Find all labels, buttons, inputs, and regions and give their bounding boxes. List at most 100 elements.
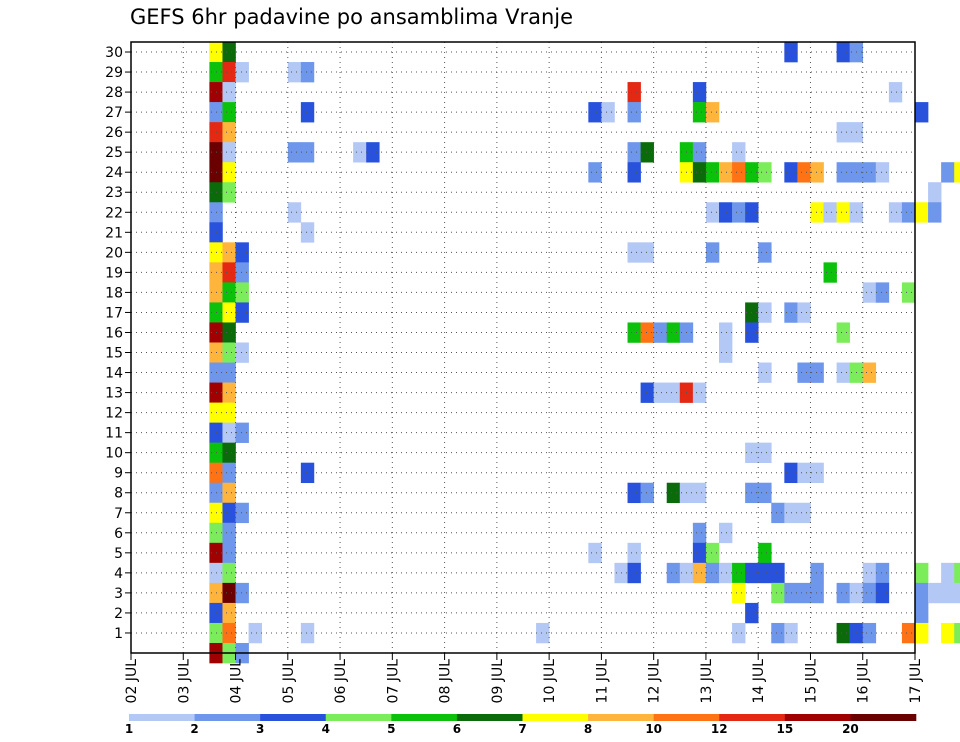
colorbar-swatch: [456, 714, 523, 721]
colorbar-label: 20: [842, 722, 859, 736]
heatmap-cell: [222, 362, 236, 383]
heatmap-cell: [222, 102, 236, 123]
heatmap-cell: [300, 222, 315, 243]
heatmap-cell: [222, 422, 236, 443]
heatmap-cell: [915, 602, 929, 624]
heatmap-cell: [222, 442, 236, 463]
y-tick-label: 23: [105, 185, 123, 201]
colorbar-label: 15: [776, 722, 793, 736]
heatmap-cell: [235, 582, 249, 604]
heatmap-cell: [640, 142, 654, 163]
heatmap-cell: [366, 142, 380, 163]
heatmap-cell: [627, 542, 641, 564]
heatmap-cell: [627, 562, 641, 584]
heatmap-cell: [601, 102, 615, 123]
x-tick-label: 14 JUL: [751, 659, 767, 704]
heatmap-cell: [732, 142, 746, 163]
heatmap-cell: [771, 582, 785, 604]
heatmap-cell: [915, 562, 929, 584]
y-tick-label: 24: [105, 165, 123, 181]
heatmap-cell: [705, 562, 720, 584]
heatmap-cell: [719, 162, 733, 183]
x-tick-label: 03 JUL: [176, 659, 192, 704]
heatmap-cell: [705, 542, 720, 564]
heatmap-cell: [719, 522, 733, 544]
heatmap-cell: [705, 242, 720, 263]
heatmap-cell: [797, 502, 811, 524]
heatmap-cell: [758, 242, 772, 263]
x-tick-label: 16 JUL: [856, 659, 872, 704]
heatmap-cell: [928, 202, 942, 223]
heatmap-cell: [692, 522, 707, 544]
heatmap-cell: [954, 622, 960, 644]
heatmap-cell: [836, 162, 850, 183]
heatmap-cell: [941, 562, 955, 584]
y-tick-label: 15: [105, 346, 123, 362]
heatmap-cell: [732, 582, 746, 604]
heatmap-cell: [823, 262, 837, 283]
heatmap-cell: [640, 482, 654, 504]
heatmap-cell: [810, 362, 824, 383]
colorbar-label: 2: [190, 722, 198, 736]
heatmap-cell: [692, 482, 707, 504]
heatmap-cell: [954, 162, 960, 183]
heatmap-cell: [627, 102, 641, 123]
heatmap-cell: [222, 322, 236, 343]
heatmap-cell: [732, 562, 746, 584]
heatmap-cell: [758, 302, 772, 323]
heatmap-cell: [888, 202, 903, 223]
heatmap-cell: [954, 582, 960, 604]
heatmap-cell: [941, 162, 955, 183]
heatmap-cell: [222, 382, 236, 403]
heatmap-cell: [235, 242, 249, 263]
colorbar-label: 1: [125, 722, 133, 736]
heatmap-cell: [248, 622, 262, 644]
heatmap-cell: [653, 382, 668, 403]
y-tick-label: 19: [105, 265, 123, 281]
colorbar-label: 5: [387, 722, 395, 736]
heatmap-cell: [862, 282, 877, 303]
heatmap-cell: [222, 242, 236, 263]
x-tick-label: 10 JUL: [542, 659, 558, 704]
heatmap-cell: [732, 622, 746, 644]
heatmap-cell: [235, 302, 249, 323]
heatmap-cell: [588, 102, 602, 123]
y-tick-label: 8: [114, 486, 123, 502]
heatmap-cell: [235, 342, 249, 363]
heatmap-cell: [836, 582, 850, 604]
colorbar-swatch: [522, 714, 589, 721]
y-tick-label: 25: [105, 145, 123, 161]
heatmap-cell: [875, 162, 890, 183]
heatmap-cell: [588, 162, 602, 183]
colorbar-swatch: [391, 714, 458, 721]
colorbar-swatch: [260, 714, 327, 721]
heatmap-cell: [222, 122, 236, 143]
x-tick-label: 15 JUL: [803, 659, 819, 704]
heatmap-cell: [222, 282, 236, 303]
heatmap-cell: [758, 162, 772, 183]
heatmap-cell: [222, 342, 236, 363]
heatmap-cell: [235, 262, 249, 283]
heatmap-cell: [287, 142, 302, 163]
colorbar-swatch: [850, 714, 917, 721]
heatmap-cell: [941, 582, 955, 604]
heatmap-cell: [915, 622, 929, 644]
heatmap-cell: [300, 622, 315, 644]
x-tick-label: 11 JUL: [594, 659, 610, 704]
x-tick-label: 06 JUL: [333, 659, 349, 704]
heatmap-cell: [810, 562, 824, 584]
heatmap-cell: [823, 202, 837, 223]
heatmap-cell: [666, 562, 681, 584]
heatmap-cell: [797, 162, 811, 183]
heatmap-cell: [627, 482, 641, 504]
x-tick-label: 02 JUL: [124, 659, 140, 704]
heatmap-cell: [797, 582, 811, 604]
heatmap-cell: [862, 162, 877, 183]
heatmap-cell: [300, 62, 315, 83]
y-tick-label: 6: [114, 526, 123, 542]
heatmap-cell: [771, 502, 785, 524]
y-tick-label: 4: [114, 566, 123, 582]
heatmap-cell: [810, 462, 824, 484]
y-tick-label: 13: [105, 386, 123, 402]
